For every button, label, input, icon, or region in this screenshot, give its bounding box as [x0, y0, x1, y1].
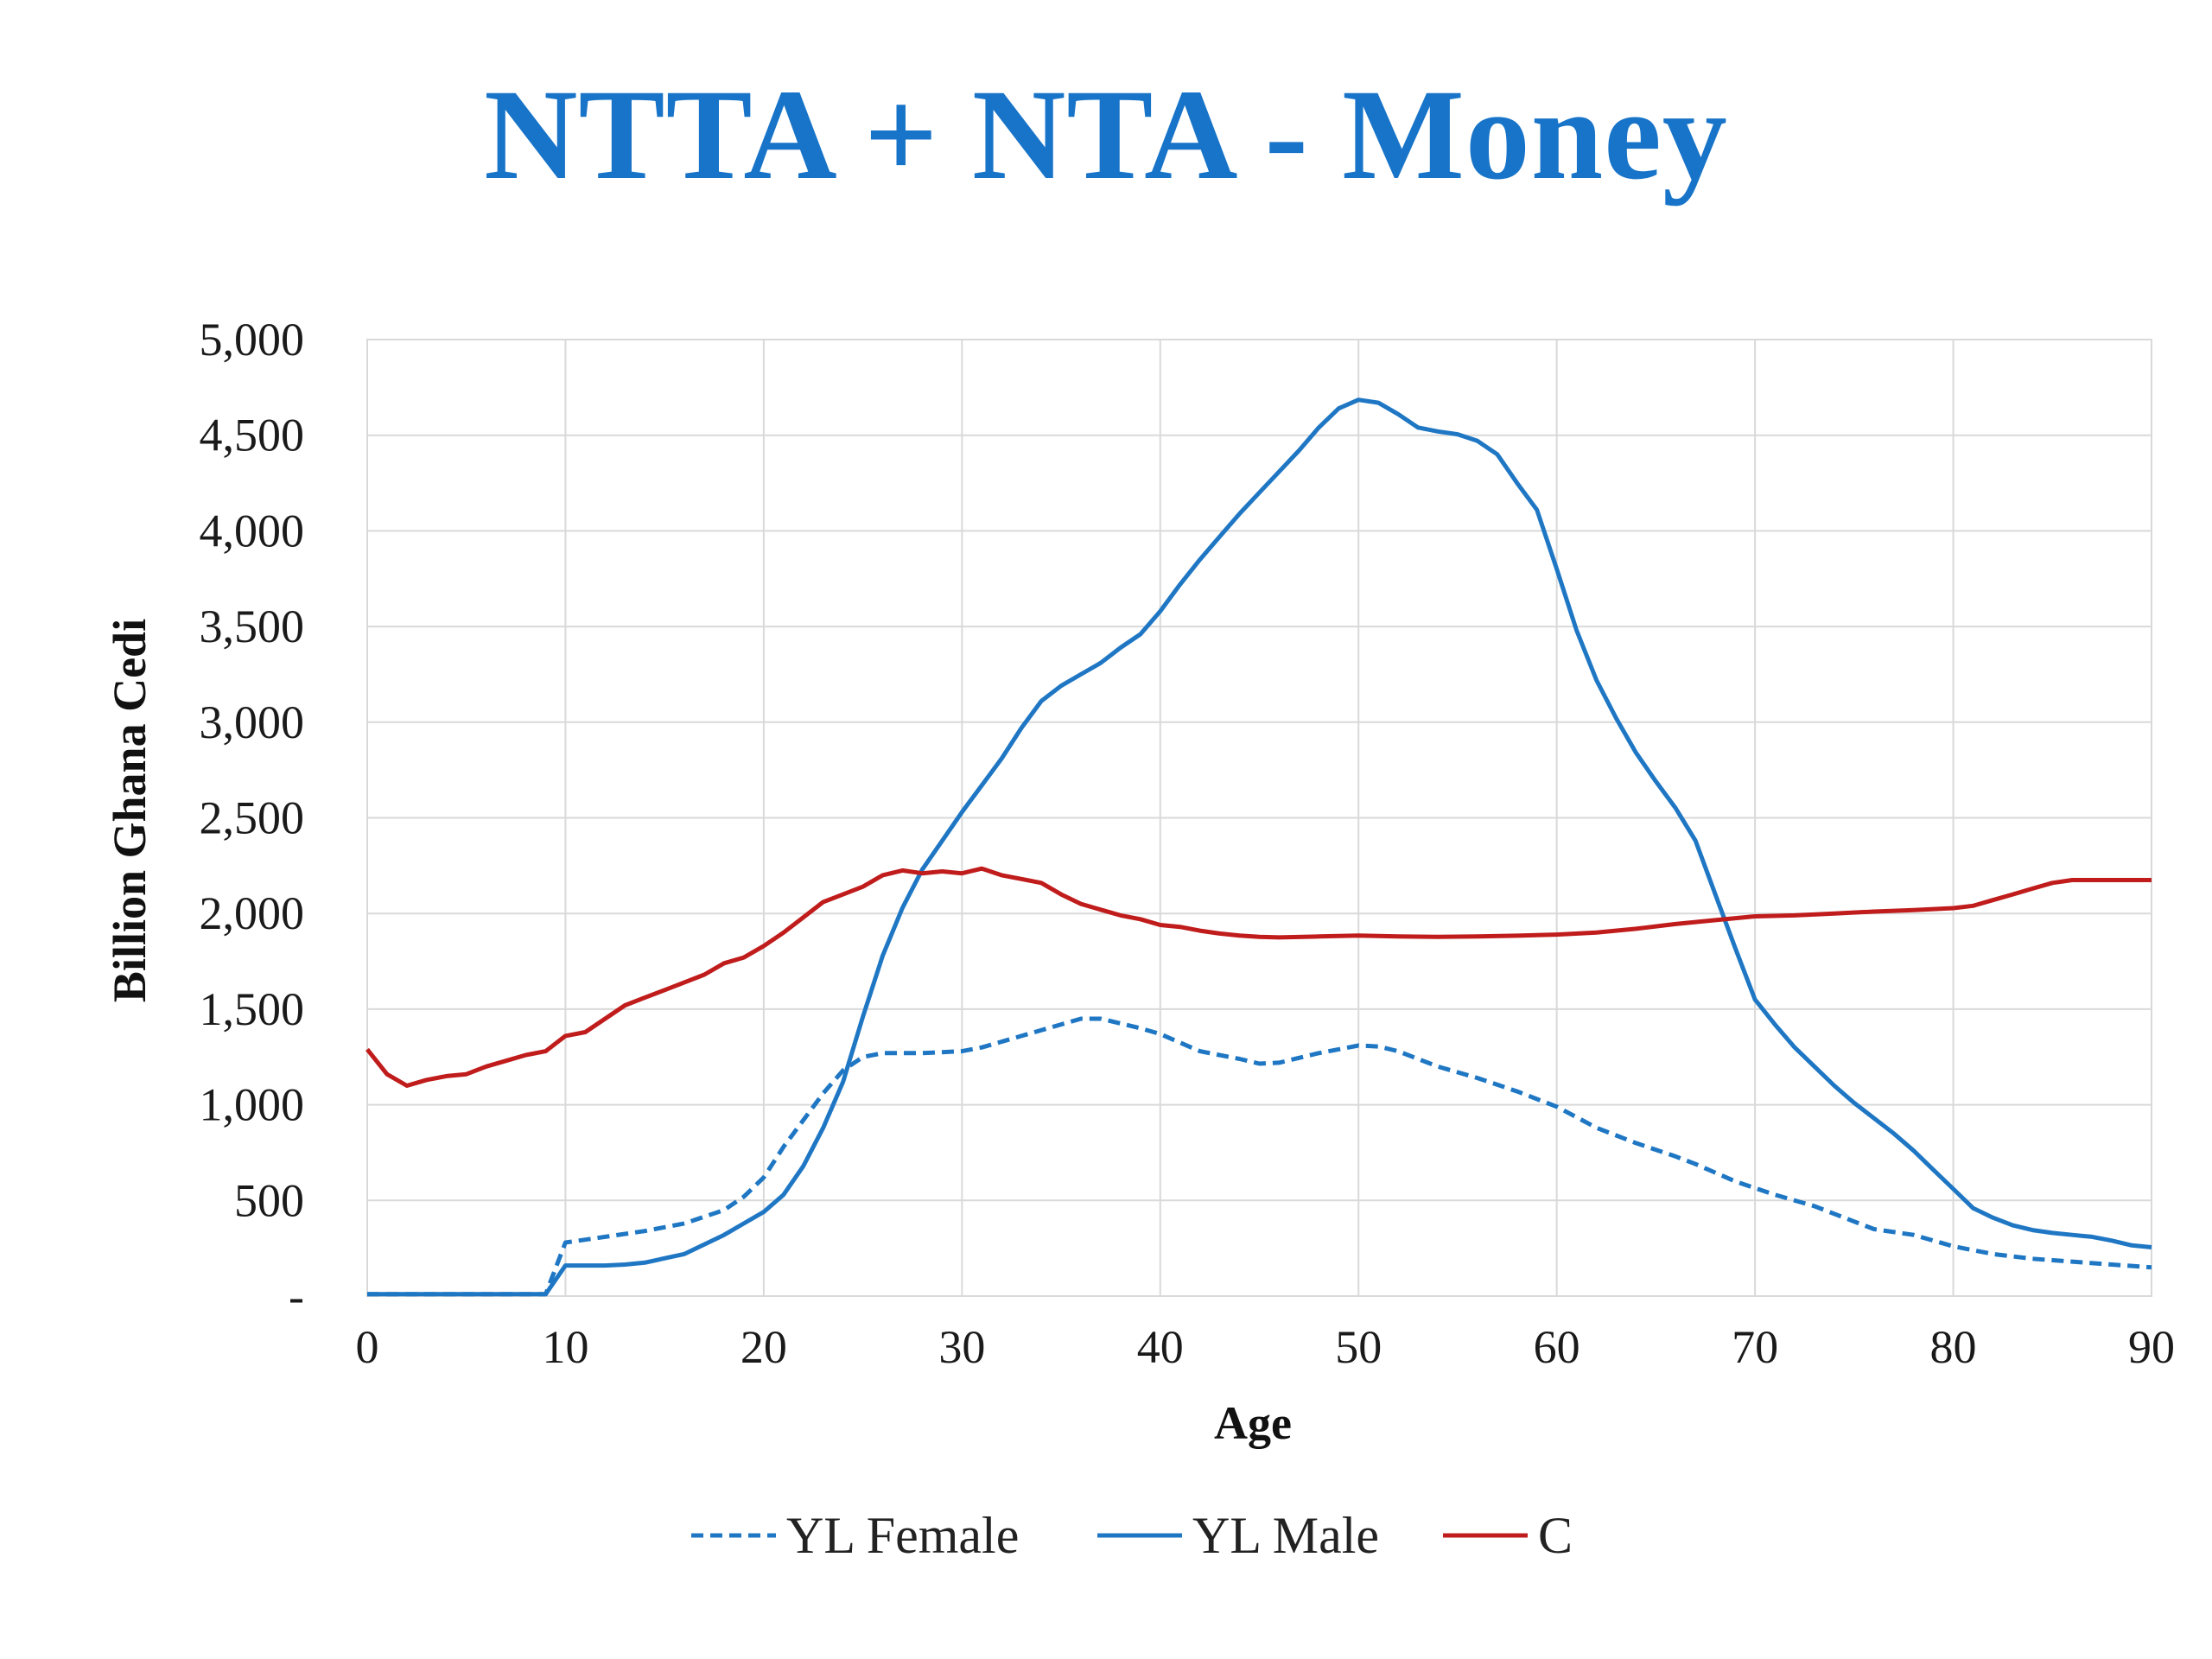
y-tick-label: 4,000 [200, 505, 305, 556]
series-line-yl-female [367, 1016, 2152, 1297]
y-tick-label: - [289, 1270, 304, 1322]
y-axis-title: Billion Ghana Cedi [104, 619, 156, 1002]
x-tick-label: 0 [356, 1321, 379, 1373]
gridlines [366, 339, 2152, 1297]
series-lines [365, 397, 2152, 1297]
y-tick-label: 4,500 [200, 410, 305, 461]
y-tick-label: 3,500 [200, 601, 305, 652]
series-line-c [365, 866, 2152, 1088]
x-tick-label: 10 [542, 1321, 588, 1373]
legend-label: C [1538, 1507, 1573, 1564]
x-tick-label: 50 [1335, 1321, 1382, 1373]
legend-label: YL Male [1192, 1507, 1379, 1564]
series-line-yl-male [367, 397, 2152, 1297]
x-tick-label: 30 [938, 1321, 985, 1373]
x-tick-label: 20 [741, 1321, 787, 1373]
legend: YL Female YL Male C [691, 1507, 1573, 1564]
x-tick-label: 60 [1534, 1321, 1580, 1373]
y-tick-label: 500 [234, 1174, 304, 1226]
y-tick-label: 5,000 [200, 314, 305, 365]
y-tick-label: 1,000 [200, 1079, 305, 1131]
x-tick-label: 40 [1137, 1321, 1184, 1373]
x-tick-label: 90 [2128, 1321, 2175, 1373]
legend-label: YL Female [786, 1507, 1019, 1564]
x-tick-label: 70 [1732, 1321, 1778, 1373]
x-axis-tick-labels: 0 10 20 30 40 50 60 70 80 90 [356, 1321, 2176, 1373]
chart-title: NTTA + NTA - Money [484, 63, 1728, 207]
y-tick-label: 1,500 [200, 983, 305, 1035]
y-tick-label: 2,500 [200, 792, 305, 844]
y-tick-label: 3,000 [200, 696, 305, 748]
x-axis-title: Age [1214, 1397, 1292, 1449]
y-tick-label: 2,000 [200, 887, 305, 939]
y-axis-tick-labels: - 500 1,000 1,500 2,000 2,500 3,000 3,500 4,000 4… [200, 314, 305, 1322]
x-tick-label: 80 [1930, 1321, 1977, 1373]
